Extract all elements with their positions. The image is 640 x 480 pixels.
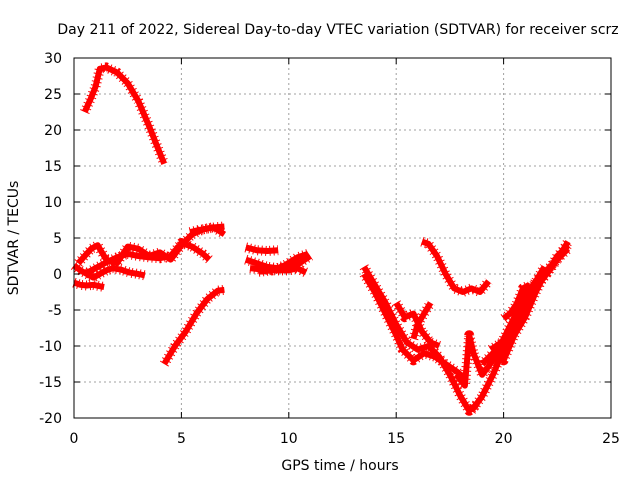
series-arc-21-markers	[487, 264, 549, 354]
axis-ticks	[73, 57, 612, 419]
y-tick-label: 20	[44, 123, 62, 139]
series-arc-20	[501, 282, 531, 321]
series-arc-6	[189, 223, 225, 236]
x-tick-label: 10	[280, 431, 298, 447]
series-arc-12	[361, 265, 480, 414]
series-arc-5-markers	[82, 238, 213, 279]
series-arc-7-markers	[159, 284, 226, 367]
series-arc-19-markers	[478, 245, 572, 368]
y-tick-label: -5	[48, 303, 62, 319]
series-arc-8-markers	[244, 242, 279, 256]
x-tick-label: 25	[602, 431, 620, 447]
x-tick-label: 0	[70, 431, 79, 447]
grid	[74, 58, 611, 418]
series-arc-3-markers	[72, 277, 106, 292]
y-tick-label: -15	[39, 375, 62, 391]
data-series	[70, 62, 573, 416]
y-axis-label: SDTVAR / TECUs	[6, 181, 22, 296]
x-tick-label: 20	[495, 431, 513, 447]
series-arc-13-markers	[359, 271, 469, 383]
x-tick-label: 5	[177, 431, 186, 447]
tick-labels: 0 5 10 15 20 25 -20 -15 -10 -5 0 5 10 15 20 25 30	[39, 51, 620, 447]
y-tick-label: 0	[53, 267, 62, 283]
series-arc-1-markers	[80, 62, 169, 166]
chart-title: Day 211 of 2022, Sidereal Day-to-day VTE…	[57, 22, 618, 38]
y-tick-label: 10	[44, 195, 62, 211]
y-tick-label: 30	[44, 51, 62, 67]
y-tick-label: -10	[39, 339, 62, 355]
series-arc-15	[410, 301, 434, 340]
y-tick-label: 25	[44, 87, 62, 103]
x-axis-label: GPS time / hours	[281, 458, 398, 474]
y-tick-label: -20	[39, 411, 62, 427]
y-tick-label: 5	[53, 231, 62, 247]
y-tick-label: 15	[44, 159, 62, 175]
series-arc-11-markers	[258, 249, 310, 277]
series-arc-16	[421, 238, 491, 295]
series-arc-10-markers	[249, 263, 309, 278]
x-tick-label: 15	[387, 431, 405, 447]
